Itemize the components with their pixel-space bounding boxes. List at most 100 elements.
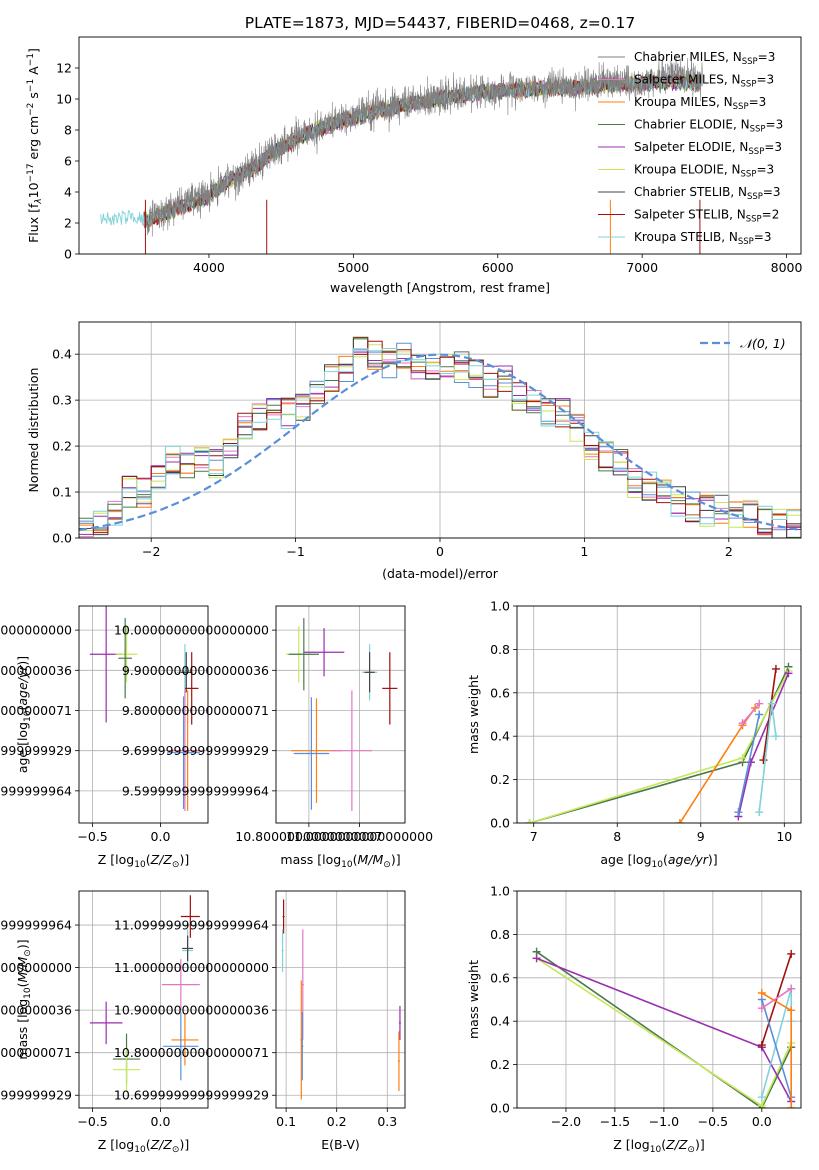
label-part: 10: [652, 860, 664, 870]
label-part: Z/Z: [150, 852, 173, 867]
weight-marker: [759, 756, 768, 765]
legend-count: =3: [756, 73, 774, 87]
legend-label: Kroupa MILES, NSSP=3: [634, 95, 766, 112]
label-part: −2: [26, 103, 36, 116]
x-tick-label: 0.3: [377, 1114, 397, 1129]
y-tick-label: 0.4: [490, 729, 510, 744]
y-tick-label: 1.0: [490, 884, 510, 899]
weight-marker: [525, 819, 534, 823]
label-part: ]: [26, 48, 41, 53]
y-tick-label: 0.1: [52, 485, 72, 500]
weight-marker: [755, 699, 764, 708]
label-part: age [log: [600, 852, 651, 867]
weight-marker: [755, 710, 764, 719]
label-part: −1: [26, 53, 36, 66]
axes-frame: [78, 321, 802, 539]
label-part: Z [log: [613, 1137, 649, 1152]
legend-count: =2: [762, 208, 780, 222]
x-tick-label: 1: [580, 544, 588, 559]
y-tick-label: 10.00000000000000000: [0, 623, 72, 638]
label-part: )]: [391, 852, 401, 867]
normal-curve: [79, 353, 799, 531]
legend-text: Chabrier STELIB, N: [634, 185, 747, 199]
label-part: 10: [26, 182, 41, 198]
y-tick-label: 9.59999999999999964: [122, 783, 269, 798]
label-part: )]: [15, 939, 30, 949]
plot-area: [281, 899, 401, 1100]
y-axis-label: mass [log10(M/M⊙)]: [15, 939, 33, 1059]
label-part: mass weight: [466, 960, 481, 1039]
label-part: ⊙: [23, 949, 33, 957]
weight-marker: [757, 1093, 766, 1102]
legend-label: Kroupa ELODIE, NSSP=3: [634, 163, 774, 180]
label-part: A: [26, 66, 41, 79]
legend-count: =3: [766, 118, 784, 132]
label-part: M/M: [15, 956, 30, 982]
legend-text: Salpeter STELIB, N: [634, 208, 746, 222]
y-tick-label: 6: [64, 154, 72, 169]
y-tick-label: 10.00000000000000000: [114, 623, 269, 638]
label-part: 10: [23, 987, 33, 999]
weight-marker: [755, 808, 764, 817]
x-tick-label: 10.8000000000000007: [235, 829, 382, 844]
label-part: Z [log: [98, 852, 134, 867]
y-tick-label: 0.3: [52, 393, 72, 408]
label-part: Flux [f: [26, 203, 41, 243]
label-part: ⊙: [172, 1145, 180, 1155]
plot-area: [532, 947, 796, 1108]
weight-line: [761, 999, 792, 1098]
x-axis-label: wavelength [Angstrom, rest frame]: [330, 280, 550, 295]
y-tick-label: 11.09999999999999964: [114, 918, 269, 933]
x-tick-label: 2: [725, 544, 733, 559]
label-part: ⊙: [172, 860, 180, 870]
legend-subscript: SSP: [747, 192, 763, 202]
legend-count: =3: [758, 50, 776, 64]
weight-marker: [757, 988, 766, 997]
weight-marker: [532, 954, 541, 963]
y-tick-label: 0.0: [490, 816, 510, 831]
y-tick-label: 4: [64, 185, 72, 200]
weight-line: [761, 987, 792, 1009]
label-part: wavelength [Angstrom, rest frame]: [330, 280, 550, 295]
y-tick-label: 9.80000000000000071: [0, 703, 72, 718]
y-tick-label: 9.69999999999999929: [0, 743, 72, 758]
label-part: −17: [26, 163, 36, 182]
x-tick-label: −0.5: [698, 1114, 728, 1129]
legend-text: Salpeter ELODIE, N: [634, 140, 748, 154]
axes-frame: [275, 605, 406, 824]
y-axis-label: mass weight: [466, 675, 481, 754]
label-part: )]: [179, 852, 189, 867]
label-part: 10: [650, 1145, 662, 1155]
label-part: 10: [134, 860, 146, 870]
label-part: )]: [15, 656, 30, 666]
y-tick-label: 2: [64, 216, 72, 231]
y-axis-label: age [log10(age/yr)]: [15, 656, 33, 773]
legend-label: Kroupa STELIB, NSSP=3: [634, 230, 772, 247]
model-spectrum-line: [100, 73, 700, 226]
legend-subscript: SSP: [733, 102, 749, 112]
y-axis-label: Flux [fλ10−17 erg cm−2 s−1 A−1]: [26, 48, 44, 243]
axes-age_vs_metallicity: −0.5 0.0 9.59999999999999964 9.699999999999…: [0, 605, 209, 870]
label-part: )]: [695, 1137, 705, 1152]
weight-line: [737, 714, 760, 813]
label-part: (data-model)/error: [382, 566, 499, 581]
y-tick-label: 0.2: [52, 439, 72, 454]
legend-subscript: SSP: [738, 237, 754, 247]
axes-weight_vs_metallicity: −2.0 −1.5 −1.0 −0.5 0.0 0.0 0.2 0.4 0.6 0.8 1.0 mas…: [466, 884, 802, 1155]
weight-line: [762, 668, 777, 761]
y-tick-label: 9.90000000000000036: [0, 663, 72, 678]
x-tick-label: 10: [776, 829, 792, 844]
x-tick-label: −1.5: [600, 1114, 630, 1129]
x-tick-label: 8000: [771, 260, 803, 275]
axes-frame: [516, 605, 802, 824]
x-tick-label: 0.0: [752, 1114, 772, 1129]
label-part: (: [146, 1137, 151, 1152]
y-tick-label: 0.6: [490, 685, 510, 700]
x-axis-label: (data-model)/error: [382, 566, 499, 581]
weight-marker: [787, 984, 796, 993]
weight-marker: [757, 1004, 766, 1013]
observed-spectrum-line: [143, 54, 703, 237]
model-spectrum-line: [143, 73, 700, 225]
legend-label: Chabrier ELODIE, NSSP=3: [634, 118, 783, 135]
